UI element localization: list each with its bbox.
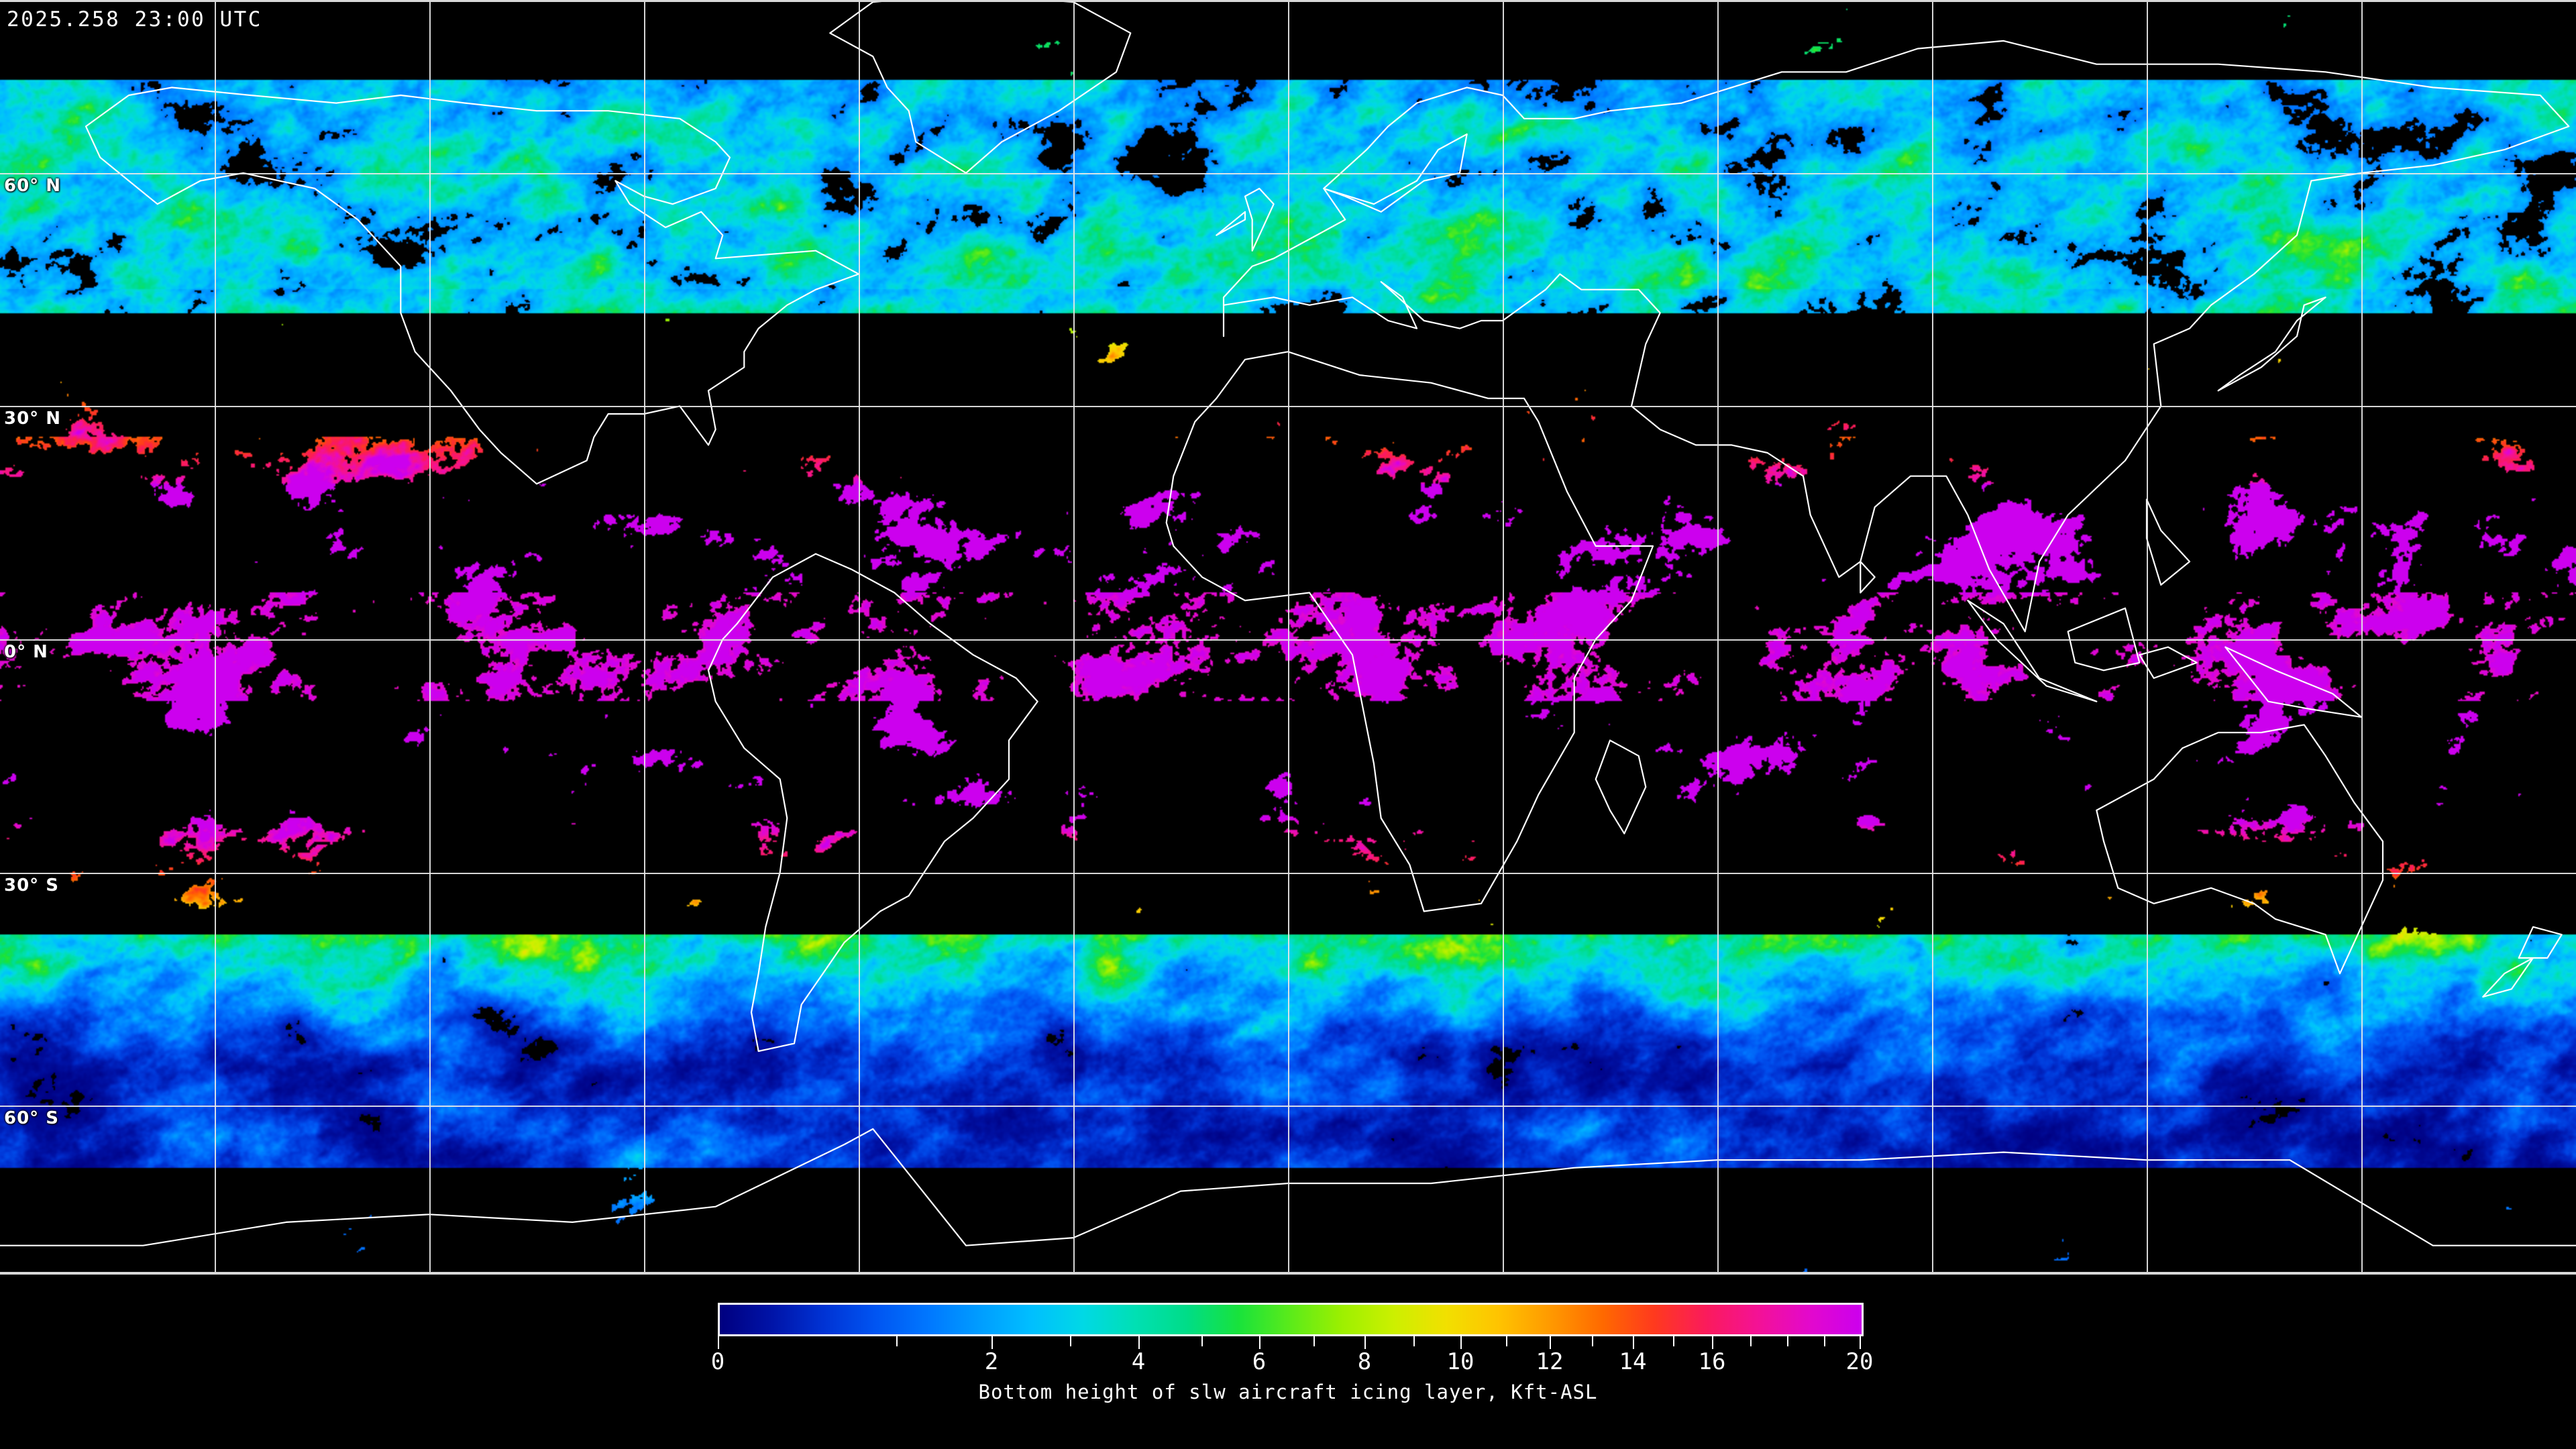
- colorbar-tick-6: [1259, 1336, 1260, 1349]
- colorbar-tick-4: [1138, 1336, 1140, 1349]
- colorbar-tick-2: [991, 1336, 993, 1349]
- colorbar-tick-label-4: 4: [1131, 1348, 1146, 1375]
- gridline-lon--150: [215, 2, 216, 1272]
- colorbar-tick-label-12: 12: [1536, 1348, 1564, 1375]
- colorbar-caption: Bottom height of slw aircraft icing laye…: [978, 1381, 1598, 1403]
- gridline-lon--90: [644, 2, 645, 1272]
- gridline-lon-150: [2361, 2, 2363, 1272]
- gridline-lon--30: [1073, 2, 1075, 1272]
- colorbar-tick-17: [1750, 1336, 1752, 1346]
- latitude-label-0: 60° N: [4, 175, 61, 196]
- colorbar-tick-9: [1413, 1336, 1415, 1346]
- colorbar-tick-3: [1070, 1336, 1071, 1346]
- gridline-lon--120: [429, 2, 431, 1272]
- latitude-label-1: 30° N: [4, 409, 61, 429]
- gridline-lon-60: [1717, 2, 1719, 1272]
- colorbar-tick-8: [1364, 1336, 1366, 1349]
- gridline-lon--60: [859, 2, 860, 1272]
- colorbar-tick-label-20: 20: [1845, 1348, 1874, 1375]
- legend-panel: 0 2 4 6 8 10 12 14 16 20 Bottom height of slw air…: [0, 1275, 2576, 1449]
- colorbar-tick-12: [1550, 1336, 1551, 1349]
- gridline-lon-120: [2147, 2, 2148, 1272]
- latitude-label-2: 0° N: [4, 642, 48, 662]
- colorbar-tick-19: [1824, 1336, 1825, 1346]
- colorbar-tick-label-14: 14: [1619, 1348, 1647, 1375]
- colorbar-tick-16: [1712, 1336, 1713, 1349]
- colorbar-tick-label-16: 16: [1698, 1348, 1726, 1375]
- latitude-label-4: 60° S: [4, 1108, 59, 1129]
- colorbar-tick-7: [1313, 1336, 1315, 1346]
- colorbar-tick-1: [896, 1336, 898, 1346]
- gridline-lon-0: [1288, 2, 1289, 1272]
- colorbar-tick-11: [1506, 1336, 1507, 1346]
- gridline-lon-90: [1932, 2, 1933, 1272]
- colorbar[interactable]: [718, 1303, 1864, 1336]
- timestamp-label: 2025.258 23:00 UTC: [7, 7, 262, 32]
- colorbar-tick-10: [1460, 1336, 1462, 1349]
- colorbar-tick-label-2: 2: [984, 1348, 999, 1375]
- colorbar-tick-label-0: 0: [710, 1348, 725, 1375]
- colorbar-tick-14: [1633, 1336, 1634, 1349]
- map-panel[interactable]: 60° N 30° N 0° N 30° S 60° S 2025.258 23:00 …: [0, 0, 2576, 1275]
- colorbar-gradient: [720, 1305, 1862, 1334]
- colorbar-tick-label-8: 8: [1357, 1348, 1372, 1375]
- colorbar-tick-15: [1673, 1336, 1674, 1346]
- colorbar-tick-18: [1787, 1336, 1788, 1346]
- colorbar-tick-5: [1201, 1336, 1203, 1346]
- colorbar-tick-label-10: 10: [1446, 1348, 1474, 1375]
- colorbar-tick-20: [1860, 1336, 1861, 1349]
- latitude-label-3: 30° S: [4, 875, 59, 896]
- colorbar-tick-0: [718, 1336, 719, 1349]
- colorbar-tick-13: [1592, 1336, 1593, 1346]
- colorbar-tick-label-6: 6: [1252, 1348, 1267, 1375]
- gridline-lon-30: [1503, 2, 1504, 1272]
